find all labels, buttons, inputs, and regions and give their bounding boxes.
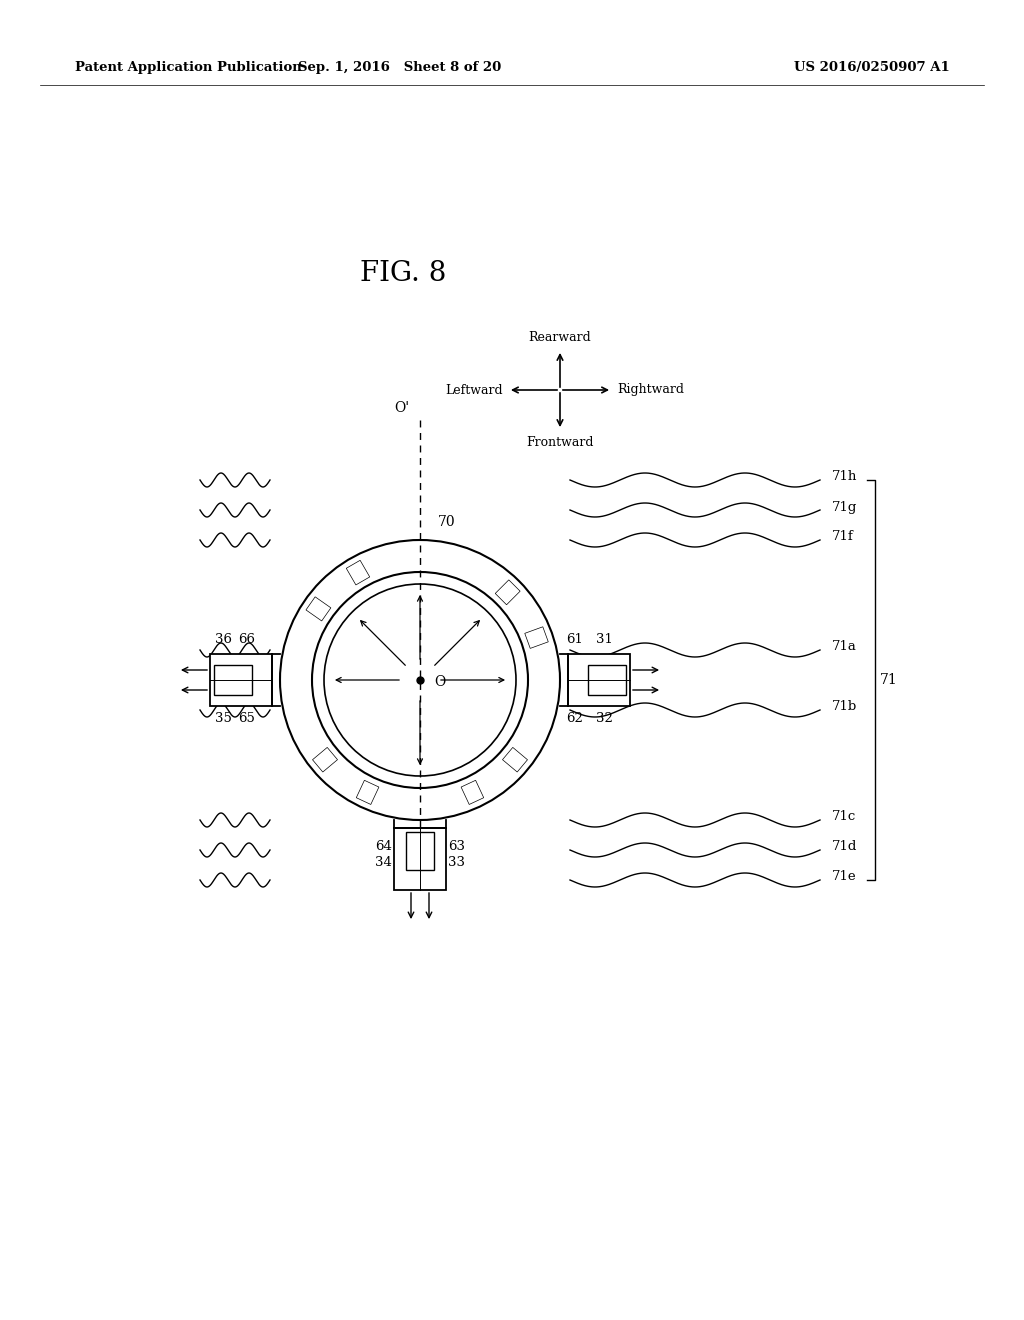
Bar: [406, 832, 434, 870]
Text: O': O': [394, 401, 410, 414]
Bar: [394, 828, 446, 890]
Text: 61: 61: [566, 634, 583, 645]
Polygon shape: [524, 627, 548, 648]
Polygon shape: [346, 560, 370, 585]
Text: 62: 62: [566, 711, 583, 725]
Text: 71e: 71e: [831, 870, 857, 883]
Text: Sep. 1, 2016   Sheet 8 of 20: Sep. 1, 2016 Sheet 8 of 20: [298, 62, 502, 74]
Polygon shape: [496, 579, 520, 605]
Polygon shape: [356, 780, 379, 804]
Text: 33: 33: [449, 855, 465, 869]
Text: 31: 31: [596, 634, 613, 645]
Text: Rearward: Rearward: [528, 331, 592, 345]
Text: FIG. 8: FIG. 8: [360, 260, 446, 286]
Text: 64: 64: [375, 840, 392, 853]
Text: Patent Application Publication: Patent Application Publication: [75, 62, 302, 74]
Text: 65: 65: [238, 711, 255, 725]
Bar: [210, 653, 272, 706]
Text: 63: 63: [449, 840, 465, 853]
Text: 71b: 71b: [831, 701, 857, 714]
Polygon shape: [306, 597, 331, 620]
Text: 71h: 71h: [831, 470, 857, 483]
Text: 35: 35: [215, 711, 231, 725]
Text: 71d: 71d: [831, 841, 857, 854]
Bar: [588, 665, 626, 696]
Text: 36: 36: [215, 634, 232, 645]
Text: US 2016/0250907 A1: US 2016/0250907 A1: [795, 62, 950, 74]
Text: 34: 34: [375, 855, 392, 869]
Text: 71: 71: [880, 673, 898, 686]
Bar: [214, 665, 252, 696]
Text: 71g: 71g: [831, 500, 857, 513]
Text: O: O: [434, 675, 445, 689]
Text: 70: 70: [438, 515, 456, 529]
Polygon shape: [312, 747, 338, 772]
Polygon shape: [503, 747, 527, 772]
Text: 71c: 71c: [831, 810, 856, 824]
Polygon shape: [461, 780, 483, 804]
Text: 71f: 71f: [831, 531, 854, 544]
Text: 71a: 71a: [831, 640, 857, 653]
Text: Leftward: Leftward: [445, 384, 503, 396]
Bar: [568, 653, 630, 706]
Text: Rightward: Rightward: [617, 384, 684, 396]
Text: Frontward: Frontward: [526, 436, 594, 449]
Text: 66: 66: [238, 634, 255, 645]
Text: 32: 32: [596, 711, 613, 725]
